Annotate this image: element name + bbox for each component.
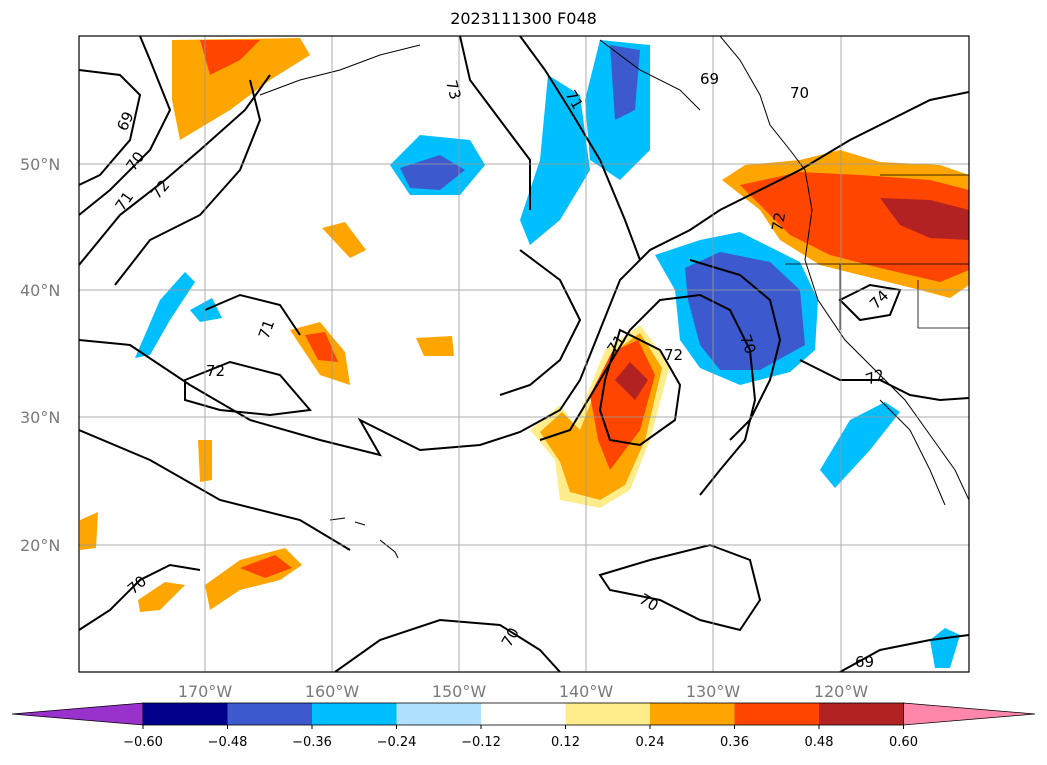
- colorbar-extend-min: [11, 702, 144, 726]
- fill-positive-ne-core: [880, 198, 969, 240]
- contour-label: 72: [863, 365, 887, 388]
- contour-label: 72: [768, 211, 789, 233]
- lon-label: 170°W: [178, 682, 233, 701]
- contour-73: [459, 36, 531, 210]
- colorbar-tick-label: −0.48: [208, 735, 248, 750]
- colorbar-segment: [819, 703, 904, 725]
- colorbar-segment: [565, 703, 651, 725]
- contour-label: 70: [736, 332, 759, 356]
- colorbar-tick-label: 0.48: [805, 735, 834, 750]
- colorbar-segment: [227, 703, 313, 725]
- contour-label: 72: [206, 362, 225, 380]
- fill-positive-c3: [416, 336, 454, 356]
- fill-positive-nw: [172, 38, 310, 140]
- contour-label: 73: [442, 78, 464, 101]
- fill-positive-s2: [138, 582, 185, 612]
- contour-69-nw: [79, 69, 142, 186]
- lon-label: 160°W: [305, 682, 360, 701]
- contour-71-n: [519, 36, 641, 261]
- colorbar-segment: [734, 703, 820, 725]
- contour-70-bottom: [334, 618, 561, 672]
- coastlines: [259, 36, 969, 559]
- lon-label: 150°W: [432, 682, 487, 701]
- lon-label: 140°W: [559, 682, 614, 701]
- contour-72-nw: [114, 79, 262, 286]
- contour-70-se: [839, 634, 969, 672]
- lon-label: 120°W: [814, 682, 869, 701]
- anomaly-fills: [80, 38, 969, 668]
- contour-70-main: [79, 91, 969, 457]
- aleutian-line: [259, 44, 421, 96]
- contour-71-loop: [204, 293, 301, 336]
- map-title: 2023111300 F048: [450, 9, 597, 28]
- contour-70-trough: [539, 293, 757, 496]
- fill-negative-n2: [520, 75, 590, 245]
- contour-70-nw: [79, 36, 172, 216]
- fill-negative-n3-core: [610, 45, 640, 120]
- height-contours: [79, 36, 969, 672]
- contour-70-south-loop: [598, 543, 762, 632]
- contour-72-mid: [499, 249, 582, 396]
- contour-72-east: [799, 359, 969, 402]
- fill-positive-c2-core: [305, 332, 338, 362]
- fill-positive-c1: [322, 222, 366, 258]
- contour-label: 70: [790, 84, 809, 102]
- alaska-panhandle-line: [599, 39, 701, 111]
- contour-74-loop: [838, 283, 902, 322]
- colorbar-tick-label: 0.36: [720, 735, 749, 750]
- lat-label: 20°N: [20, 536, 60, 555]
- map-panel: [79, 36, 969, 672]
- lon-label: 130°W: [686, 682, 741, 701]
- colorbar-segment: [481, 703, 566, 725]
- colorbar-segment: [143, 703, 228, 725]
- graticule: [79, 36, 969, 672]
- fill-positive-nw-core: [200, 40, 260, 75]
- lat-label: 30°N: [20, 408, 60, 427]
- contour-label: 71: [255, 317, 278, 341]
- colorbar-segment: [650, 703, 735, 725]
- map-frame: [78, 35, 970, 673]
- colorbar-tick-label: −0.60: [123, 735, 163, 750]
- fill-negative-e-core: [685, 252, 805, 370]
- fill-positive-s1-core: [240, 555, 292, 578]
- fill-positive-trough-core: [615, 362, 648, 400]
- colorbar-outline: [142, 702, 904, 726]
- contour-70-sw: [79, 563, 201, 631]
- colorbar-tick-label: 0.60: [889, 735, 918, 750]
- contour-72-loop: [184, 360, 312, 417]
- contour-69-trough: [598, 328, 682, 447]
- colorbar-tick-label: −0.36: [292, 735, 332, 750]
- baja-line: [879, 399, 946, 506]
- colorbar-segment: [396, 703, 482, 725]
- lat-label: 50°N: [20, 155, 60, 174]
- contour-label: 69: [855, 653, 874, 671]
- colorbar-tick-label: 0.24: [636, 735, 665, 750]
- colorbar-extend-max: [903, 702, 1036, 726]
- contour-71-east: [689, 259, 782, 441]
- fill-negative-w1: [135, 272, 195, 358]
- colorbar: −0.60 −0.48 −0.36 −0.24 −0.12 0.12 0.24 0.36 0.4…: [11, 702, 1036, 750]
- fill-negative-se: [820, 402, 900, 488]
- contour-label: 72: [664, 346, 683, 364]
- colorbar-segment: [312, 703, 397, 725]
- contour-71-south: [79, 429, 351, 551]
- lat-label: 40°N: [20, 281, 60, 300]
- contour-label: 69: [700, 70, 719, 88]
- fill-positive-s3: [80, 512, 98, 550]
- colorbar-tick-label: −0.12: [461, 735, 501, 750]
- colorbar-tick-label: 0.12: [551, 735, 580, 750]
- colorbar-tick-label: −0.24: [377, 735, 417, 750]
- state-borders: [785, 174, 969, 330]
- contour-71-nw: [79, 74, 271, 266]
- west-coast-line: [719, 36, 969, 501]
